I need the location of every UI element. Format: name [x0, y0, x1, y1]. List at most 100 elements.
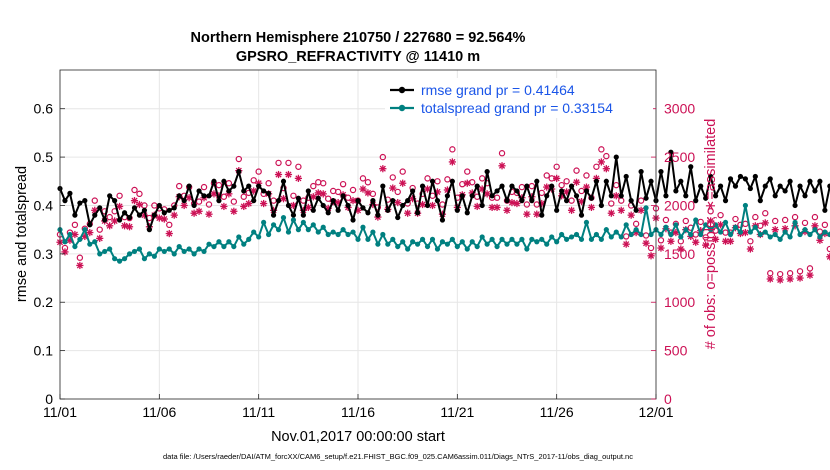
rmse-point	[72, 212, 78, 218]
possible-marker	[459, 180, 466, 188]
assimilated-marker-stroke	[568, 207, 575, 214]
rmse-point	[648, 178, 654, 184]
totalspread-point	[360, 224, 366, 230]
totalspread-point	[524, 246, 530, 252]
assimilated-marker-stroke	[349, 197, 357, 204]
totalspread-point	[335, 231, 341, 238]
possible-marker	[349, 186, 357, 194]
possible-marker	[250, 177, 257, 184]
y-tick-label: 0.3	[34, 246, 54, 262]
possible-marker	[220, 193, 228, 200]
totalspread-point	[752, 224, 758, 230]
rmse-point	[261, 188, 267, 194]
rmse-point	[87, 222, 93, 228]
totalspread-point	[807, 231, 813, 238]
assimilated-marker	[766, 275, 774, 283]
assimilated-marker-stroke	[464, 180, 471, 187]
possible-marker	[76, 254, 84, 261]
y2-tick-label: 500	[664, 343, 688, 359]
rmse-point	[787, 178, 793, 184]
x-tick-label: 11/26	[540, 404, 574, 420]
assimilated-marker-stroke	[136, 201, 143, 208]
assimilated-marker-stroke	[563, 188, 570, 195]
assimilated-marker	[826, 253, 830, 261]
assimilated-marker-stroke	[335, 199, 342, 206]
assimilated-marker-stroke	[220, 203, 227, 210]
totalspread-point	[246, 236, 252, 242]
assimilated-marker-stroke	[677, 245, 684, 253]
possible-marker	[334, 188, 342, 196]
rmse-point	[415, 210, 421, 216]
totalspread-point	[623, 222, 629, 228]
possible-marker	[697, 218, 704, 226]
assimilated-marker	[309, 193, 317, 201]
possible-marker	[781, 216, 789, 224]
rmse-point	[777, 183, 783, 189]
assimilated-marker-stroke	[394, 199, 401, 206]
rmse-point	[534, 178, 540, 184]
possible-marker	[796, 268, 804, 275]
assimilated-marker-stroke	[295, 175, 302, 182]
assimilated-marker	[657, 244, 665, 252]
totalspread-point	[151, 253, 157, 259]
rmse-point	[479, 202, 485, 209]
assimilated-marker-stroke	[320, 190, 327, 197]
assimilated-marker	[533, 210, 541, 218]
totalspread-point	[812, 227, 818, 233]
assimilated-marker	[567, 206, 576, 214]
assimilated-marker-stroke	[210, 190, 218, 197]
possible-marker	[647, 244, 655, 252]
possible-marker	[598, 146, 605, 153]
rmse-point	[603, 178, 609, 184]
assimilated-marker	[220, 202, 228, 211]
rmse-point	[280, 178, 287, 184]
rmse-point	[310, 207, 316, 213]
assimilated-marker-stroke	[772, 226, 779, 233]
possible-marker	[310, 182, 317, 190]
rmse-point	[782, 188, 788, 194]
y2-tick-label: 2000	[664, 197, 695, 213]
rmse-point	[295, 195, 301, 201]
totalspread-point	[196, 246, 202, 252]
totalspread-point	[792, 219, 798, 226]
totalspread-point	[583, 219, 590, 226]
totalspread-point	[827, 231, 830, 238]
totalspread-point	[717, 229, 724, 235]
rmse-point	[578, 212, 585, 218]
rmse-point	[613, 154, 619, 160]
possible-marker	[200, 183, 208, 191]
totalspread-point	[295, 227, 301, 233]
rmse-point	[573, 193, 580, 199]
totalspread-point	[429, 236, 436, 242]
totalspread-point	[544, 241, 550, 247]
totalspread-point	[117, 258, 123, 264]
possible-marker	[96, 226, 103, 233]
legend-marker-rmse	[398, 86, 406, 94]
rmse-point	[206, 193, 212, 199]
rmse-point	[390, 198, 396, 204]
totalspread-point	[375, 241, 381, 247]
totalspread-point	[598, 236, 604, 242]
axis-ticks: 11/01 11/06 11/11 11/16 11/21 11/26 12/0100.10…	[34, 101, 696, 420]
totalspread-point	[290, 217, 297, 223]
assimilated-marker-stroke	[513, 200, 520, 207]
assimilated-marker	[811, 222, 819, 230]
possible-marker	[772, 217, 779, 225]
totalspread-point	[280, 214, 287, 221]
rmse-point	[141, 207, 148, 213]
assimilated-marker	[195, 207, 203, 215]
x-tick-label: 11/01	[43, 404, 77, 420]
rmse-point	[717, 183, 724, 189]
totalspread-point	[270, 222, 277, 228]
assimilated-marker-stroke	[166, 230, 173, 237]
assimilated-marker-stroke	[796, 274, 804, 282]
rmse-point	[797, 183, 803, 189]
assimilated-marker-stroke	[762, 219, 769, 226]
rmse-point	[727, 176, 734, 182]
assimilated-marker	[493, 203, 501, 212]
possible-marker	[131, 186, 138, 194]
assimilated-marker	[274, 170, 283, 179]
rmse-point	[385, 207, 391, 213]
assimilated-marker-stroke	[667, 238, 674, 245]
assimilated-marker-stroke	[364, 189, 371, 196]
